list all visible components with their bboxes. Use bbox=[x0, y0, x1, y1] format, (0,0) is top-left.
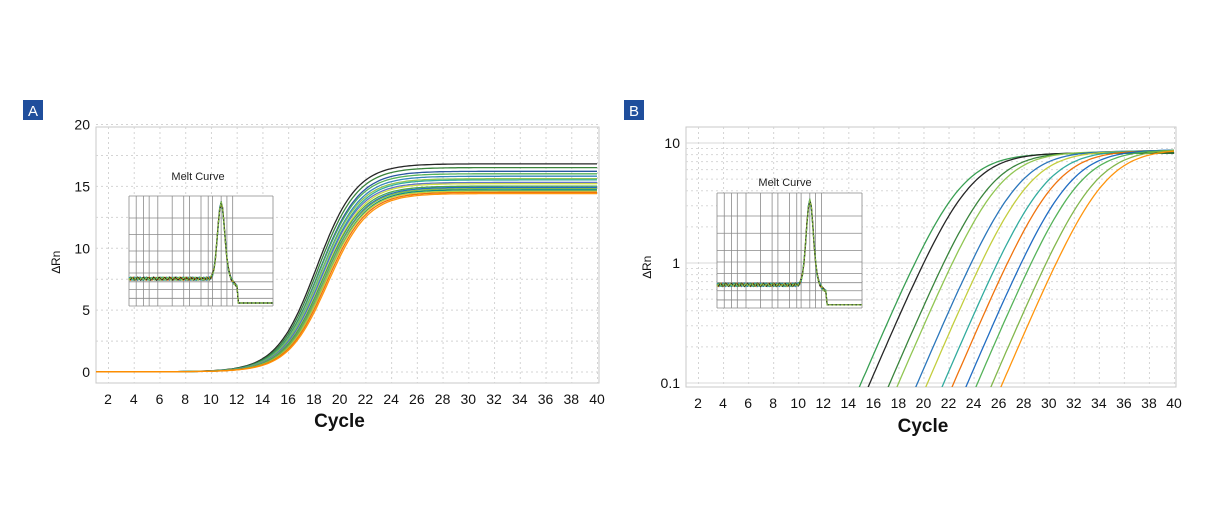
chart-a-x-tick-label: 12 bbox=[229, 391, 245, 407]
chart-b-x-tick-label: 14 bbox=[841, 395, 857, 411]
chart-b-dilution-3b bbox=[925, 150, 1174, 387]
chart-b-y-axis-title: ∆Rn bbox=[640, 256, 654, 279]
chart-b-x-ticks: 2 4 6 8 10 12 14 16 18 20 22 24 26 28 30 32 34 36 38 40 bbox=[694, 395, 1182, 411]
chart-a-x-tick-label: 30 bbox=[461, 391, 477, 407]
panel-a-badge: A bbox=[23, 100, 43, 120]
chart-b-x-tick-label: 20 bbox=[916, 395, 932, 411]
chart-a-x-tick-label: 14 bbox=[255, 391, 271, 407]
panel-b-badge: B bbox=[624, 100, 644, 120]
chart-b-dilution-3a bbox=[915, 150, 1174, 387]
chart-a-x-tick-label: 22 bbox=[358, 391, 374, 407]
chart-b-x-tick-label: 30 bbox=[1041, 395, 1057, 411]
chart-a-x-tick-label: 34 bbox=[512, 391, 528, 407]
chart-b-x-tick-label: 24 bbox=[966, 395, 982, 411]
chart-a-curve-16 bbox=[96, 192, 597, 373]
chart-a-x-tick-label: 8 bbox=[181, 391, 189, 407]
chart-a-x-tick-label: 26 bbox=[409, 391, 425, 407]
chart-a-x-tick-label: 10 bbox=[203, 391, 219, 407]
chart-b-x-tick-label: 32 bbox=[1066, 395, 1082, 411]
chart-a-melt-trace bbox=[128, 201, 273, 304]
chart-b-x-tick-label: 16 bbox=[866, 395, 882, 411]
chart-a-x-tick-label: 16 bbox=[280, 391, 296, 407]
chart-b-y-tick-label: 0.1 bbox=[661, 375, 681, 391]
chart-a: 2 4 6 8 10 12 14 16 18 20 22 24 26 28 30 32 34 36 38 400510… bbox=[49, 117, 605, 433]
panel-a-label: A bbox=[28, 103, 38, 120]
chart-b-y-tick-label: 1 bbox=[672, 255, 680, 271]
chart-a-melt-inset-title: Melt Curve bbox=[171, 171, 224, 183]
chart-a-x-tick-label: 18 bbox=[306, 391, 322, 407]
chart-a-melt-inset: Melt Curve bbox=[128, 171, 274, 307]
panel-b-badge-box bbox=[624, 100, 644, 120]
chart-a-x-tick-label: 28 bbox=[435, 391, 451, 407]
chart-b-x-tick-label: 2 bbox=[694, 395, 702, 411]
chart-b-x-tick-label: 40 bbox=[1166, 395, 1182, 411]
chart-b-dilution-4a bbox=[941, 149, 1174, 387]
chart-a-x-tick-label: 24 bbox=[383, 391, 399, 407]
chart-a-x-tick-label: 38 bbox=[563, 391, 579, 407]
chart-a-x-tick-label: 4 bbox=[130, 391, 138, 407]
chart-b-melt-inset: Melt Curve bbox=[716, 177, 863, 309]
chart-b-x-tick-label: 12 bbox=[815, 395, 831, 411]
chart-b-dilution-4b bbox=[951, 149, 1174, 387]
chart-a-x-tick-label: 6 bbox=[156, 391, 164, 407]
chart-a-x-tick-label: 32 bbox=[486, 391, 502, 407]
chart-a-x-tick-label: 20 bbox=[332, 391, 348, 407]
chart-b-x-tick-label: 36 bbox=[1116, 395, 1132, 411]
chart-a-x-tick-label: 36 bbox=[538, 391, 554, 407]
chart-a-y-tick-label: 20 bbox=[74, 117, 90, 133]
chart-b-x-tick-label: 8 bbox=[769, 395, 777, 411]
chart-b-x-tick-label: 18 bbox=[891, 395, 907, 411]
chart-b-y-tick-label: 10 bbox=[664, 135, 680, 151]
chart-b-x-tick-label: 28 bbox=[1016, 395, 1032, 411]
chart-b: 2 4 6 8 10 12 14 16 18 20 22 24 26 28 30 32 34 36 38 400.11… bbox=[640, 126, 1182, 437]
chart-b-melt-trace bbox=[716, 199, 862, 306]
chart-b-dilution-6b bbox=[1000, 150, 1175, 387]
chart-b-x-tick-label: 34 bbox=[1091, 395, 1107, 411]
chart-b-melt-inset-title: Melt Curve bbox=[758, 177, 811, 189]
chart-a-x-ticks: 2 4 6 8 10 12 14 16 18 20 22 24 26 28 30 32 34 36 38 40 bbox=[104, 391, 605, 407]
chart-b-y-ticks: 0.1 1 10 bbox=[661, 135, 681, 391]
chart-b-x-tick-label: 6 bbox=[744, 395, 752, 411]
chart-a-y-tick-label: 5 bbox=[82, 302, 90, 318]
chart-b-dilution-5b bbox=[975, 149, 1175, 387]
chart-b-dilution-6a bbox=[990, 149, 1175, 387]
chart-b-x-tick-label: 38 bbox=[1141, 395, 1157, 411]
chart-a-y-tick-label: 15 bbox=[74, 178, 90, 194]
chart-b-dilution-5a bbox=[965, 149, 1174, 387]
chart-a-y-axis-title: ∆Rn bbox=[49, 251, 63, 274]
chart-a-curves bbox=[96, 163, 597, 373]
chart-a-x-axis-title: Cycle bbox=[314, 411, 365, 432]
chart-a-y-tick-label: 0 bbox=[82, 364, 90, 380]
panel-b-label: B bbox=[629, 103, 639, 120]
chart-b-x-tick-label: 4 bbox=[719, 395, 727, 411]
chart-b-x-tick-label: 22 bbox=[941, 395, 957, 411]
chart-b-curves bbox=[858, 149, 1175, 387]
chart-a-x-tick-label: 40 bbox=[589, 391, 605, 407]
chart-b-x-tick-label: 10 bbox=[790, 395, 806, 411]
chart-b-x-axis-title: Cycle bbox=[898, 416, 949, 437]
chart-b-x-tick-label: 26 bbox=[991, 395, 1007, 411]
panel-a-badge-box bbox=[23, 100, 43, 120]
chart-a-y-ticks: 0 5 10 15 20 bbox=[74, 117, 90, 381]
chart-a-y-tick-label: 10 bbox=[74, 240, 90, 256]
chart-a-x-tick-label: 2 bbox=[104, 391, 112, 407]
